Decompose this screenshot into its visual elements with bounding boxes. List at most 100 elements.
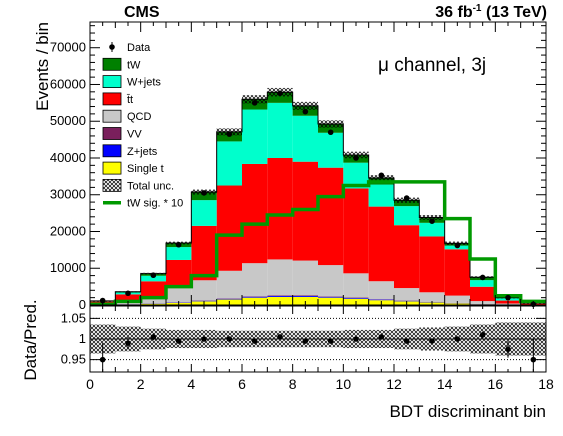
stack-bar-w-jets <box>216 141 242 186</box>
legend-label: Data <box>127 42 151 54</box>
x-tick-label: 16 <box>488 376 504 392</box>
stack-bar-w-jets <box>191 200 217 226</box>
y-axis-label: Events / bin <box>33 22 52 111</box>
stack-bar-t-t <box>444 249 470 296</box>
data-point <box>403 195 410 201</box>
data-point <box>327 129 334 136</box>
data-point <box>201 190 207 196</box>
stack-bar-qcd <box>140 295 166 304</box>
legend-label: t̄t <box>126 94 133 106</box>
x-tick-label: 0 <box>86 376 94 392</box>
ratio-y-tick-label: 1 <box>79 331 86 346</box>
data-point <box>302 108 309 115</box>
signal-overlay <box>90 180 546 305</box>
stack-bar-t-t <box>368 206 394 282</box>
stack-bar-qcd <box>267 259 293 296</box>
stack-bar-w-jets <box>242 109 268 164</box>
stack-bar-z-jets <box>292 295 318 297</box>
stack-bar-qcd <box>216 270 242 299</box>
x-tick-label: 18 <box>538 376 554 392</box>
stack-bar-vv <box>267 295 293 296</box>
legend-swatch <box>102 75 122 88</box>
legend-swatch <box>102 127 122 140</box>
tw-signal-line <box>90 180 546 305</box>
stack-outline <box>90 91 546 305</box>
legend-swatch <box>102 57 122 71</box>
stack-bar-tw <box>394 200 420 207</box>
stack-bar-t-t <box>267 157 293 260</box>
ratio-point <box>201 336 207 342</box>
data-point <box>99 297 106 304</box>
legend: Data tW W+jets t̄t QCD VV Z+jets Single t Total … <box>102 42 183 210</box>
ratio-y-tick-label: 1.05 <box>61 310 86 325</box>
stack-bar-t-t <box>419 236 445 293</box>
stack-bar-qcd <box>318 265 344 297</box>
ratio-point <box>378 334 385 340</box>
stack-bar-z-jets <box>242 296 268 298</box>
experiment-label: CMS <box>124 4 160 21</box>
ratio-point <box>150 334 157 340</box>
data-point <box>175 241 182 248</box>
stack-bar-qcd <box>166 287 192 303</box>
uncertainty-box <box>318 120 344 128</box>
stack-bar-t-t <box>318 167 344 266</box>
stack-bar-qcd <box>191 280 217 301</box>
ratio-point <box>530 356 537 363</box>
stack-bar-t-t <box>140 281 166 296</box>
stack-bar-tw <box>267 92 293 103</box>
lumi-suffix: (13 TeV) <box>482 4 548 21</box>
stack-bar-z-jets <box>216 298 242 300</box>
y-tick-label: 60000 <box>50 76 86 91</box>
stack-bar-t-t <box>242 163 268 264</box>
stack-bar-w-jets <box>368 184 394 207</box>
x-tick-label: 14 <box>437 376 453 392</box>
legend-label: QCD <box>127 111 152 123</box>
stack-bar-z-jets <box>343 298 369 299</box>
legend-label: tW <box>127 59 141 71</box>
stack-bar-qcd <box>343 273 369 298</box>
data-point <box>505 294 511 301</box>
legend-swatch <box>102 144 122 158</box>
uncertainty-box <box>343 151 369 159</box>
stack-bar-w-jets <box>419 222 445 237</box>
x-tick-label: 4 <box>187 376 195 392</box>
data-point <box>353 155 359 161</box>
stack-bar-single-t <box>292 296 318 305</box>
y-tick-label: 10000 <box>50 260 86 275</box>
stack-bar-vv <box>292 295 318 296</box>
stack-bar-t-t <box>191 225 217 281</box>
y-tick-label: 40000 <box>50 150 86 165</box>
y-tick-label: 20000 <box>50 223 86 238</box>
stack-bar-t-t <box>115 294 141 302</box>
stack-bar-w-jets <box>470 280 496 287</box>
x-tick-label: 2 <box>137 376 145 392</box>
x-tick-label: 12 <box>386 376 402 392</box>
y-tick-label: 70000 <box>50 40 86 55</box>
y-tick-label: 0 <box>79 297 86 312</box>
stack-bar-qcd <box>368 281 394 300</box>
stack-bar-z-jets <box>267 295 293 297</box>
stack-bar-w-jets <box>166 247 192 260</box>
stack-bar-t-t <box>470 286 496 302</box>
stack-bar-qcd <box>394 288 420 301</box>
uncertainty-box <box>292 101 318 110</box>
data-point <box>454 242 461 249</box>
x-tick-label: 10 <box>336 376 352 392</box>
data-point <box>125 290 131 297</box>
x-axis-label: BDT discriminant bin <box>389 402 546 421</box>
data-point <box>378 172 385 179</box>
data-point <box>251 100 258 106</box>
ratio-y-tick-label: 0.95 <box>61 352 86 367</box>
legend-label: W+jets <box>127 77 161 89</box>
legend-label: tW sig. * 10 <box>127 198 183 210</box>
legend-label: Z+jets <box>127 146 158 158</box>
lumi-prefix: 36 fb <box>435 4 473 21</box>
stack-bar-w-jets <box>267 102 293 158</box>
data-point <box>429 218 435 225</box>
legend-swatch <box>102 161 122 175</box>
ratio-point <box>429 338 435 344</box>
legend-swatch <box>102 92 122 106</box>
stack-bar-z-jets <box>368 299 394 301</box>
ratio-point <box>302 338 309 344</box>
uncertainty-box <box>242 95 268 104</box>
